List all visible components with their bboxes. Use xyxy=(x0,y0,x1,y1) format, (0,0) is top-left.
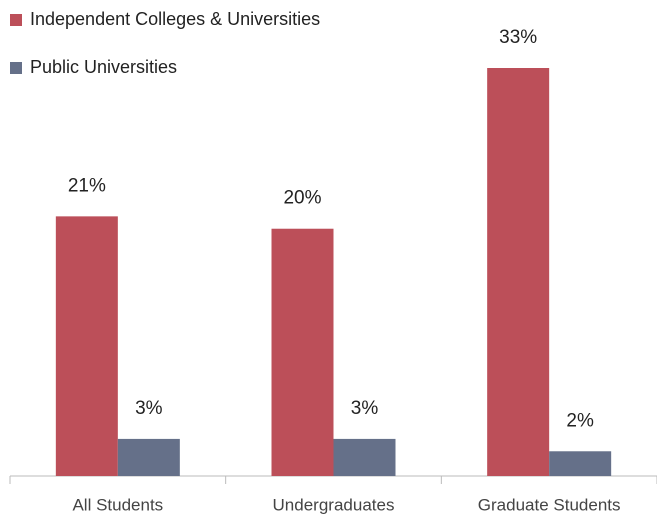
data-label: 3% xyxy=(135,398,163,419)
x-tick-label: All Students xyxy=(72,495,163,514)
x-tick-label: Graduate Students xyxy=(478,495,621,514)
bar xyxy=(55,216,118,476)
bar xyxy=(271,228,334,476)
data-label: 21% xyxy=(68,175,106,196)
legend-swatch xyxy=(10,14,22,26)
data-label: 33% xyxy=(499,27,537,48)
legend-swatch xyxy=(10,62,22,74)
data-label: 20% xyxy=(283,188,321,209)
bar xyxy=(117,438,180,476)
bar xyxy=(333,438,396,476)
x-tick-label: Undergraduates xyxy=(273,495,395,514)
data-label: 3% xyxy=(351,398,379,419)
legend-label: Independent Colleges & Universities xyxy=(30,9,320,29)
legend-label: Public Universities xyxy=(30,57,177,77)
data-label: 2% xyxy=(566,410,594,431)
bar xyxy=(549,451,612,476)
bar xyxy=(487,68,550,476)
